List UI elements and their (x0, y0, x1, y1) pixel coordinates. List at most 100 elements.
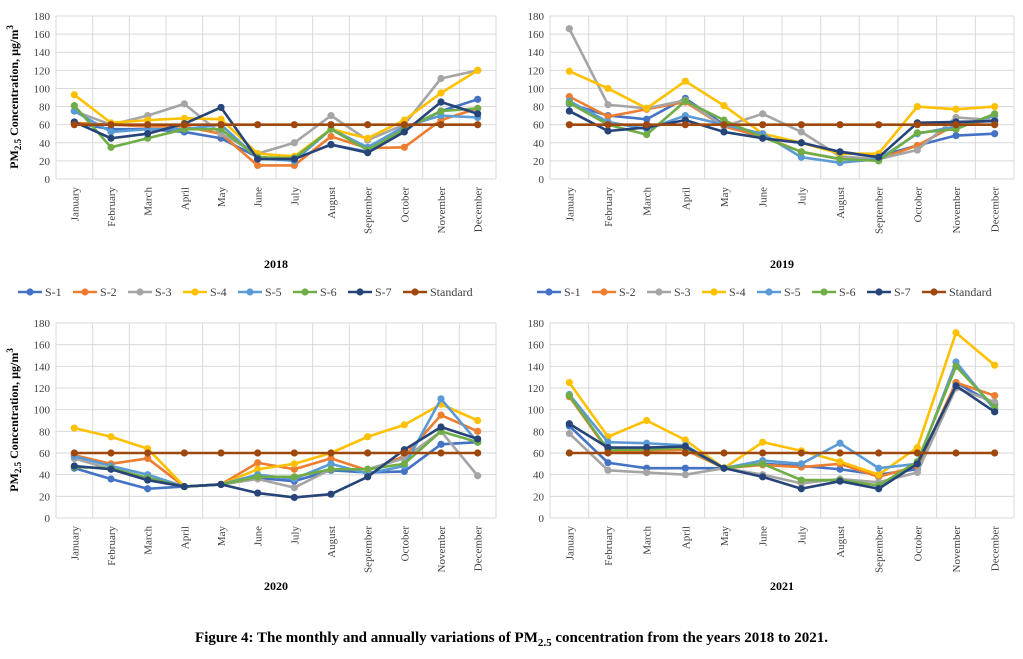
legend-swatch-marker (301, 288, 309, 296)
x-tick-label: May (719, 526, 731, 547)
series-line (568, 28, 995, 161)
data-point (797, 485, 805, 493)
data-point (437, 411, 445, 419)
data-point (437, 449, 445, 457)
legend-swatch-marker (81, 288, 89, 296)
data-point (643, 443, 651, 452)
series-line (568, 384, 996, 491)
data-point (180, 121, 188, 129)
data-point (290, 121, 298, 129)
data-point (952, 449, 960, 457)
x-tick-label: February (603, 187, 615, 227)
data-point (400, 449, 408, 457)
data-point (474, 95, 482, 103)
legend-item-Standard: Standard (922, 285, 992, 299)
data-point (400, 460, 408, 468)
data-point (474, 435, 482, 443)
data-point (107, 121, 115, 129)
x-tick-label: November (436, 187, 448, 234)
data-point (797, 449, 805, 457)
data-point (913, 102, 921, 111)
data-point (290, 473, 298, 481)
legend: S-1 S-2 S-3 S-4 S-5 S-6 S-7 Standard (18, 285, 473, 299)
data-point (107, 134, 115, 142)
data-point (565, 420, 573, 428)
data-point (720, 102, 728, 110)
data-point (604, 84, 612, 93)
data-point (913, 121, 921, 129)
chart-2019: 0 20 40 60 80 100 120 140 160 180 January February M… (528, 11, 1015, 271)
x-tick-label: February (106, 187, 118, 227)
x-tick-label: March (143, 526, 155, 555)
data-point (437, 423, 445, 431)
legend-label: S-7 (894, 285, 911, 299)
data-point (565, 391, 573, 400)
legend-swatch-marker (356, 288, 364, 296)
series-line (568, 331, 996, 476)
data-point (437, 440, 445, 448)
data-point (759, 473, 767, 481)
series-S-7 (565, 107, 999, 161)
data-point (474, 104, 482, 112)
y-tick-label: 20 (39, 491, 51, 503)
data-point (604, 121, 612, 129)
data-point (565, 378, 573, 387)
data-point (474, 110, 482, 118)
legend-item-S-2: S-2 (592, 285, 636, 299)
data-point (400, 128, 408, 136)
data-point (180, 482, 188, 491)
legend-item-S-7: S-7 (348, 285, 392, 299)
series-line (568, 99, 996, 163)
x-tick-label: August (326, 526, 338, 558)
y-tick-label: 40 (39, 138, 51, 150)
data-point (474, 472, 482, 480)
legends-group: S-1 S-2 S-3 S-4 S-5 S-6 S-7 Standard S-1 S-2 S-3 S-… (18, 285, 992, 299)
data-point (327, 121, 335, 129)
data-point (290, 465, 298, 473)
x-tick-label: November (951, 526, 963, 573)
series-line (74, 425, 479, 499)
data-point (400, 467, 408, 476)
legend-label: S-2 (619, 285, 636, 299)
data-point (952, 329, 960, 337)
legend-label: S-1 (564, 285, 581, 299)
y-tick-label: 40 (39, 470, 51, 482)
x-tick-label: February (603, 526, 615, 566)
y-axis-label: PM2.5 Concentration, µg/m3 (5, 348, 23, 492)
x-tick-label: March (642, 526, 654, 555)
caption-subscript: 2.5 (537, 637, 552, 649)
data-point (681, 449, 689, 457)
legend-swatch-marker (411, 288, 419, 296)
x-tick-label: August (835, 526, 847, 558)
x-tick-label: October (912, 526, 924, 562)
data-point (217, 103, 225, 112)
y-tick-label: 120 (528, 65, 545, 77)
series-line (73, 440, 478, 491)
legend: S-1 S-2 S-3 S-4 S-5 S-6 S-7 Standard (537, 285, 992, 299)
y-tick-label: 20 (533, 156, 545, 168)
data-point (565, 429, 573, 438)
x-tick-label: May (216, 187, 228, 208)
data-point (474, 449, 482, 457)
legend-item-S-4: S-4 (183, 285, 227, 299)
data-point (144, 121, 152, 129)
x-tick-label: October (912, 187, 924, 223)
data-point (759, 110, 767, 118)
x-tick-label: July (796, 187, 808, 206)
x-tick-label: January (564, 526, 576, 561)
chart-title: 2018 (264, 257, 288, 271)
legend-label: Standard (430, 285, 473, 299)
x-tick-label: June (253, 187, 265, 207)
x-tick-label: June (758, 526, 770, 546)
y-tick-label: 100 (528, 83, 545, 95)
data-point (913, 443, 921, 452)
data-point (474, 121, 482, 129)
y-tick-label: 80 (39, 426, 51, 438)
chart-title: 2020 (264, 579, 288, 593)
data-point (70, 102, 78, 110)
data-point (290, 449, 298, 457)
y-tick-label: 20 (533, 491, 545, 503)
data-point (759, 134, 767, 142)
data-point (991, 391, 999, 400)
y-tick-label: 60 (533, 448, 545, 460)
